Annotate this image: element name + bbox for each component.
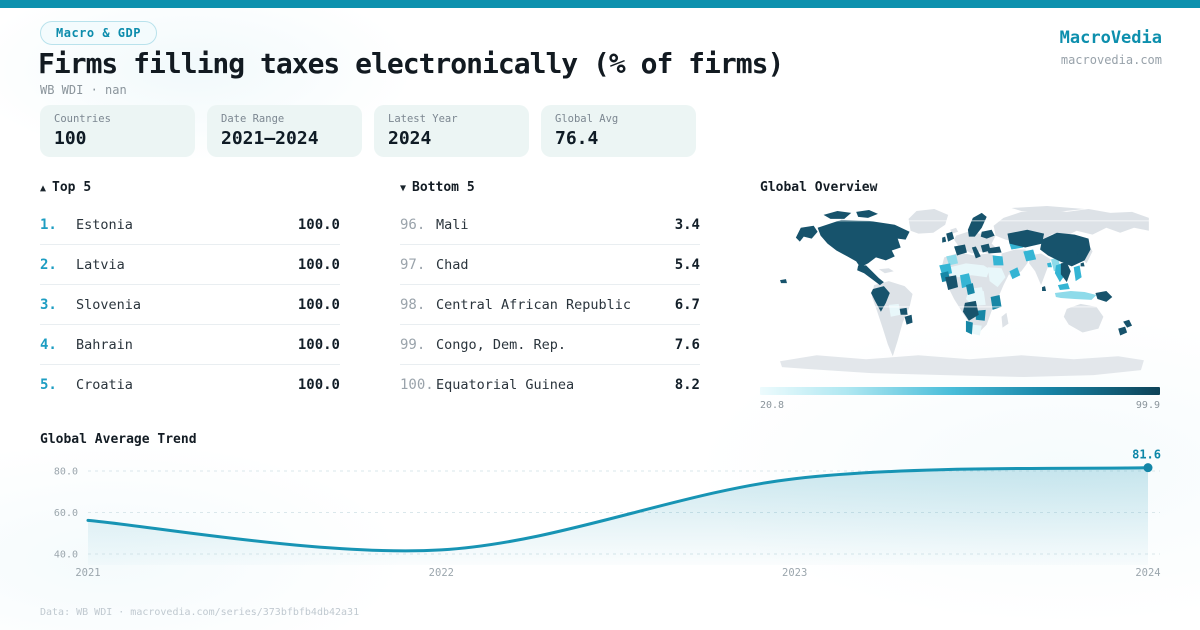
map-title: Global Overview [760, 180, 878, 195]
trend-line [86, 466, 1150, 553]
country-name: Estonia [76, 216, 133, 233]
footer-text: Data: WB WDI · macrovedia.com/series/373… [40, 607, 360, 618]
stat-label: Date Range [221, 113, 285, 125]
trend-section: Global Average Trend 80.0 60.0 40.0 2021 202… [40, 432, 1161, 589]
y-tick-label: 40.0 [54, 550, 78, 561]
x-tick-label: 2024 [1135, 567, 1160, 579]
bottom5-title: Bottom 5 [412, 180, 475, 195]
country-value: 6.7 [674, 296, 700, 313]
trend-chart: 80.0 60.0 40.0 2021 2022 2023 2024 81.6 [54, 448, 1161, 579]
rank: 3. [40, 296, 57, 313]
country-name: Bahrain [76, 336, 133, 353]
list-row: 4. Bahrain 100.0 [40, 325, 340, 365]
rank: 99. [400, 336, 426, 353]
rank: 98. [400, 296, 426, 313]
stat-card-global-avg: Global Avg 76.4 [541, 105, 696, 157]
bottom5-rows: 96. Mali 3.4 97. Chad 5.4 98. Central Af… [400, 205, 700, 405]
country-value: 8.2 [674, 377, 700, 393]
stat-value: 100 [54, 128, 87, 149]
list-row: 99. Congo, Dem. Rep. 7.6 [400, 325, 700, 365]
brand-block: MacroVedia macrovedia.com [1060, 28, 1162, 67]
rank: 96. [400, 216, 426, 233]
rank: 5. [40, 377, 57, 393]
map-legend-gradient [760, 387, 1160, 395]
top5-header: ▲ Top 5 [40, 180, 340, 197]
country-value: 7.6 [674, 336, 700, 353]
stat-card-date-range: Date Range 2021—2024 [207, 105, 362, 157]
map-legend-labels: 20.8 99.9 [760, 400, 1160, 411]
trend-title: Global Average Trend [40, 432, 197, 447]
trend-end-label: 81.6 [1132, 448, 1161, 462]
country-name: Mali [436, 216, 469, 233]
list-row: 5. Croatia 100.0 [40, 365, 340, 405]
arrow-down-icon: ▼ [400, 183, 407, 194]
stat-value: 76.4 [555, 128, 599, 149]
page-subtitle: WB WDI · nan [40, 83, 127, 97]
rank: 100. [400, 377, 434, 393]
brand-name: MacroVedia [1059, 28, 1162, 48]
country-value: 100.0 [297, 377, 340, 393]
map-low-value-regions [888, 263, 1006, 336]
bottom5-header: ▼ Bottom 5 [400, 180, 700, 197]
rank: 97. [400, 256, 426, 273]
country-value: 100.0 [297, 296, 340, 313]
x-tick-label: 2023 [782, 567, 807, 579]
map-section: Global Overview [760, 180, 1160, 411]
y-tick-label: 80.0 [54, 467, 78, 478]
country-name: Chad [436, 256, 469, 273]
stat-card-countries: Countries 100 [40, 105, 195, 157]
country-value: 100.0 [297, 336, 340, 353]
list-row: 96. Mali 3.4 [400, 205, 700, 245]
country-name: Slovenia [76, 296, 142, 313]
x-tick-label: 2021 [75, 567, 100, 579]
map-no-data-regions [872, 206, 1149, 357]
country-value: 100.0 [297, 216, 340, 233]
list-row: 1. Estonia 100.0 [40, 205, 340, 245]
rank: 2. [40, 256, 57, 273]
world-map [762, 206, 1158, 378]
country-value: 100.0 [297, 256, 340, 273]
brand-domain: macrovedia.com [1060, 53, 1162, 67]
stat-label: Global Avg [555, 113, 619, 125]
list-row: 100. Equatorial Guinea 8.2 [400, 365, 700, 405]
rank: 1. [40, 216, 57, 233]
y-tick-label: 60.0 [54, 508, 78, 519]
stat-label: Latest Year [388, 113, 458, 125]
list-row: 97. Chad 5.4 [400, 245, 700, 285]
stat-value: 2024 [388, 128, 432, 149]
x-tick-label: 2022 [429, 567, 454, 579]
top5-section: ▲ Top 5 1. Estonia 100.0 2. Latvia 100.0 … [40, 180, 340, 405]
legend-min: 20.8 [760, 400, 785, 411]
list-row: 3. Slovenia 100.0 [40, 285, 340, 325]
page-title: Firms filling taxes electronically (% of… [38, 47, 784, 80]
map-high-value-regions [780, 209, 1133, 336]
arrow-up-icon: ▲ [40, 183, 47, 194]
stat-cards-row: Countries 100 Date Range 2021—2024 Lates… [40, 105, 696, 157]
bottom5-section: ▼ Bottom 5 96. Mali 3.4 97. Chad 5.4 98. … [400, 180, 700, 405]
top5-rows: 1. Estonia 100.0 2. Latvia 100.0 3. Slov… [40, 205, 340, 405]
country-name: Equatorial Guinea [436, 377, 575, 393]
map-antarctica [780, 355, 1144, 378]
country-name: Central African Republic [436, 296, 632, 313]
list-row: 2. Latvia 100.0 [40, 245, 340, 285]
country-value: 3.4 [674, 216, 700, 233]
country-value: 5.4 [674, 256, 700, 273]
trend-end-dot [1143, 463, 1153, 473]
country-name: Congo, Dem. Rep. [436, 336, 567, 353]
country-name: Croatia [76, 377, 133, 393]
map-graticule-lines [762, 220, 1158, 308]
legend-max: 99.9 [1135, 400, 1160, 411]
stat-card-latest-year: Latest Year 2024 [374, 105, 529, 157]
rank: 4. [40, 336, 57, 353]
top5-title: Top 5 [52, 180, 92, 195]
map-mid-low-regions [946, 254, 1097, 300]
list-row: 98. Central African Republic 6.7 [400, 285, 700, 325]
accent-topbar [0, 0, 1200, 8]
category-badge: Macro & GDP [40, 21, 157, 45]
stat-label: Countries [54, 113, 111, 125]
stat-value: 2021—2024 [221, 128, 319, 149]
trend-area [88, 467, 1148, 565]
country-name: Latvia [76, 256, 125, 273]
